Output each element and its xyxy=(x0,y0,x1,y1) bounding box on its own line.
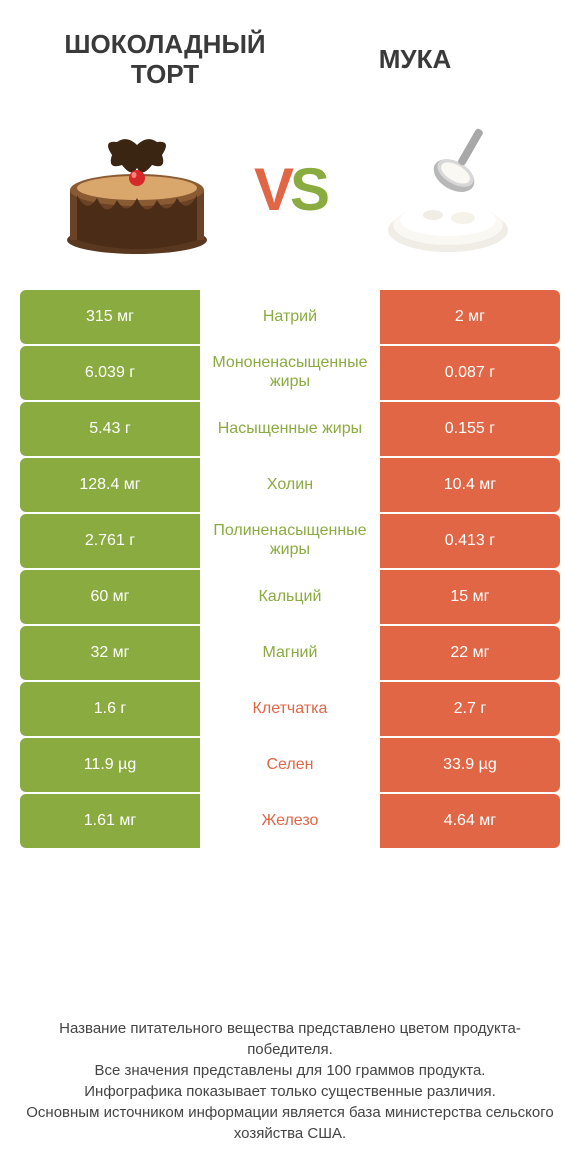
cell-left-value: 32 мг xyxy=(20,626,200,680)
cell-nutrient-label: Железо xyxy=(200,794,380,848)
cell-nutrient-label: Мононенасыщенные жиры xyxy=(200,346,380,400)
cell-right-value: 15 мг xyxy=(380,570,560,624)
cell-left-value: 1.6 г xyxy=(20,682,200,736)
table-row: 1.61 мгЖелезо4.64 мг xyxy=(20,794,560,848)
cell-right-value: 0.413 г xyxy=(380,514,560,568)
cell-left-value: 60 мг xyxy=(20,570,200,624)
table-row: 60 мгКальций15 мг xyxy=(20,570,560,624)
table-row: 6.039 гМононенасыщенные жиры0.087 г xyxy=(20,346,560,400)
vs-label: VS xyxy=(244,160,336,220)
footer-line-4: Основным источником информации является … xyxy=(20,1102,560,1144)
cell-nutrient-label: Полиненасыщенные жиры xyxy=(200,514,380,568)
header: ШОКОЛАДНЫЙ ТОРТ МУКА xyxy=(0,0,580,110)
cell-nutrient-label: Селен xyxy=(200,738,380,792)
cell-left-value: 5.43 г xyxy=(20,402,200,456)
cell-left-value: 6.039 г xyxy=(20,346,200,400)
cell-right-value: 2.7 г xyxy=(380,682,560,736)
title-left: ШОКОЛАДНЫЙ ТОРТ xyxy=(40,30,290,90)
footer-note: Название питательного вещества представл… xyxy=(20,1018,560,1144)
footer-line-2: Все значения представлены для 100 граммо… xyxy=(20,1060,560,1081)
table-row: 32 мгМагний22 мг xyxy=(20,626,560,680)
table-row: 1.6 гКлетчатка2.7 г xyxy=(20,682,560,736)
title-right: МУКА xyxy=(290,45,540,75)
images-row: VS xyxy=(0,110,580,290)
cell-right-value: 22 мг xyxy=(380,626,560,680)
cell-left-value: 315 мг xyxy=(20,290,200,344)
cell-nutrient-label: Натрий xyxy=(200,290,380,344)
cell-left-value: 2.761 г xyxy=(20,514,200,568)
header-right: МУКА xyxy=(290,45,540,75)
footer-line-1: Название питательного вещества представл… xyxy=(20,1018,560,1060)
image-left xyxy=(30,120,244,260)
cell-nutrient-label: Клетчатка xyxy=(200,682,380,736)
table-row: 5.43 гНасыщенные жиры0.155 г xyxy=(20,402,560,456)
table-row: 315 мгНатрий2 мг xyxy=(20,290,560,344)
cell-left-value: 128.4 мг xyxy=(20,458,200,512)
cell-nutrient-label: Кальций xyxy=(200,570,380,624)
header-left: ШОКОЛАДНЫЙ ТОРТ xyxy=(40,30,290,90)
footer-line-3: Инфографика показывает только существенн… xyxy=(20,1081,560,1102)
cell-left-value: 11.9 µg xyxy=(20,738,200,792)
cell-nutrient-label: Насыщенные жиры xyxy=(200,402,380,456)
cell-right-value: 0.155 г xyxy=(380,402,560,456)
cell-left-value: 1.61 мг xyxy=(20,794,200,848)
cell-right-value: 33.9 µg xyxy=(380,738,560,792)
flour-icon xyxy=(363,120,523,260)
cell-right-value: 2 мг xyxy=(380,290,560,344)
cell-right-value: 4.64 мг xyxy=(380,794,560,848)
cell-right-value: 0.087 г xyxy=(380,346,560,400)
chocolate-cake-icon xyxy=(57,120,217,260)
table-row: 11.9 µgСелен33.9 µg xyxy=(20,738,560,792)
vs-s: S xyxy=(290,156,326,223)
comparison-table: 315 мгНатрий2 мг6.039 гМононенасыщенные … xyxy=(0,290,580,848)
image-right xyxy=(336,120,550,260)
vs-v: V xyxy=(254,156,290,223)
cell-nutrient-label: Холин xyxy=(200,458,380,512)
cell-right-value: 10.4 мг xyxy=(380,458,560,512)
cell-nutrient-label: Магний xyxy=(200,626,380,680)
table-row: 128.4 мгХолин10.4 мг xyxy=(20,458,560,512)
table-row: 2.761 гПолиненасыщенные жиры0.413 г xyxy=(20,514,560,568)
